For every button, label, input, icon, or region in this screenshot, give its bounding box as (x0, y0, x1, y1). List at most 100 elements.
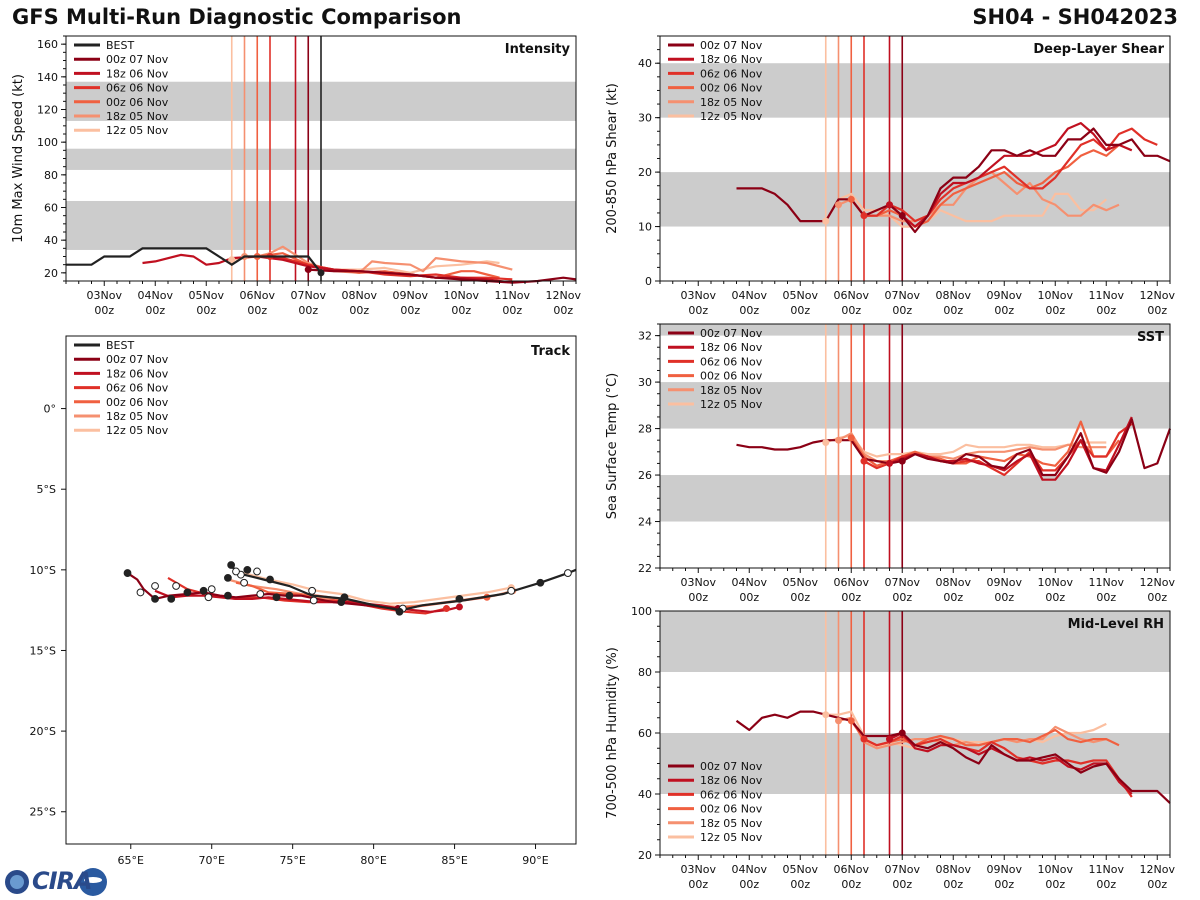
series-line (888, 122, 1133, 228)
x-tick-sublabel: 00z (94, 304, 114, 317)
best-track-line (66, 247, 322, 274)
panel-title: Track (531, 344, 570, 359)
y-tick-label: 100 (631, 605, 652, 618)
y-axis-label: 700-500 hPa Humidity (%) (605, 647, 620, 819)
x-tick-sublabel: 00z (739, 878, 759, 891)
x-tick-sublabel: 00z (790, 591, 810, 604)
x-tick-label: 03Nov (681, 863, 717, 876)
run-init-marker (898, 729, 906, 737)
series-line (838, 716, 1107, 750)
legend-label: 00z 06 Nov (700, 82, 763, 95)
run-init-marker (886, 201, 893, 209)
series-line (735, 710, 1171, 804)
run-init-marker (860, 457, 868, 465)
y-tick-label: 15°S (30, 644, 56, 657)
x-tick-label: 06Nov (240, 289, 276, 302)
legend-label: 06z 06 Nov (106, 82, 169, 95)
category-band (660, 63, 1170, 118)
x-tick-label: 10Nov (1038, 863, 1074, 876)
track-panel: 65°E 70°E 75°E 80°E 85°E 90°E 0° 5°S 10°S 15°S 20°… (30, 335, 577, 867)
legend-label: 06z 06 Nov (700, 788, 763, 801)
x-tick-sublabel: 00z (553, 304, 573, 317)
best-track-dot (309, 596, 318, 605)
series-line (244, 245, 513, 274)
legend-label: 00z 07 Nov (700, 760, 763, 773)
y-tick-label: 160 (37, 38, 58, 51)
y-tick-label: 20°S (30, 725, 56, 738)
x-tick-sublabel: 00z (892, 591, 912, 604)
x-tick-label: 06Nov (834, 576, 870, 589)
category-band (660, 324, 1170, 336)
best-track-dot (337, 598, 346, 606)
best-track-dot (256, 590, 265, 598)
cira-logo: CIRA (4, 866, 108, 898)
legend-label: 18z 05 Nov (700, 817, 763, 830)
run-init-marker (266, 253, 274, 260)
best-current-marker (317, 269, 325, 277)
best-track-dot (224, 574, 232, 582)
x-tick-sublabel: 00z (247, 304, 267, 317)
plot-frame (659, 323, 1171, 569)
logo-text: CIRA (32, 867, 93, 895)
plot-frame (659, 35, 1171, 282)
legend-label: 18z 05 Nov (700, 384, 763, 397)
best-track-dot (224, 591, 232, 600)
x-tick-label: 65°E (118, 854, 144, 867)
x-tick-sublabel: 00z (994, 304, 1014, 317)
x-tick-label: 75°E (279, 854, 305, 867)
best-track-dot (308, 586, 316, 595)
legend-label: 18z 05 Nov (106, 110, 169, 123)
y-tick-label: 60 (638, 727, 652, 740)
y-tick-label: 40 (44, 234, 58, 247)
x-tick-sublabel: 00z (1147, 304, 1167, 317)
track-end-marker (394, 605, 402, 613)
intensity-panel: 20 40 60 80 100 120 140 160 03Nov 00z 04Nov 00z 05No… (11, 35, 581, 317)
category-band (660, 382, 1170, 429)
best-track-dot (455, 594, 464, 603)
legend-label: 18z 06 Nov (700, 774, 763, 787)
best-track-dot (243, 565, 252, 574)
track-end-marker (483, 593, 491, 601)
panel-title: SST (1137, 330, 1164, 345)
best-track-dot (172, 582, 180, 590)
track-end-marker (455, 603, 463, 611)
run-init-marker (241, 253, 248, 260)
x-tick-sublabel: 00z (688, 591, 708, 604)
series-line (269, 255, 513, 281)
y-tick-label: 20 (638, 166, 652, 179)
best-track-dot (199, 586, 208, 595)
track-end-marker (509, 587, 517, 595)
legend-label: 18z 05 Nov (106, 410, 169, 423)
run-init-marker (835, 717, 842, 725)
series-line (142, 253, 513, 284)
legend-label: 00z 07 Nov (700, 39, 763, 52)
y-axis-label: 10m Max Wind Speed (kt) (11, 74, 26, 243)
best-track-dot (253, 567, 261, 576)
run-init-marker (228, 256, 236, 264)
x-tick-sublabel: 00z (1045, 591, 1065, 604)
y-tick-label: 80 (638, 666, 652, 679)
run-init-marker (898, 212, 906, 220)
x-tick-label: 07Nov (291, 289, 327, 302)
best-track-dot (227, 561, 236, 569)
x-tick-label: 05Nov (783, 289, 819, 302)
y-tick-label: 30 (638, 376, 652, 389)
category-band (660, 172, 1170, 227)
y-tick-label: 100 (37, 136, 58, 149)
x-tick-label: 10Nov (1038, 289, 1074, 302)
series-line (308, 268, 577, 284)
y-tick-label: 40 (638, 57, 652, 70)
series-line (889, 731, 1133, 795)
run-init-marker (847, 717, 855, 725)
x-tick-label: 70°E (198, 854, 224, 867)
x-tick-sublabel: 00z (688, 878, 708, 891)
x-tick-label: 08Nov (936, 863, 972, 876)
best-track-dot (395, 607, 404, 616)
series-line (863, 734, 1133, 798)
x-tick-sublabel: 00z (994, 591, 1014, 604)
x-tick-sublabel: 00z (145, 304, 165, 317)
rh-panel: 20 40 60 80 100 03Nov 00z 04Nov 00z 05Nov 00z 06Nov… (605, 605, 1175, 891)
track-end-marker (507, 584, 515, 592)
plot-frame (65, 335, 577, 845)
legend-label: 00z 06 Nov (106, 96, 169, 109)
